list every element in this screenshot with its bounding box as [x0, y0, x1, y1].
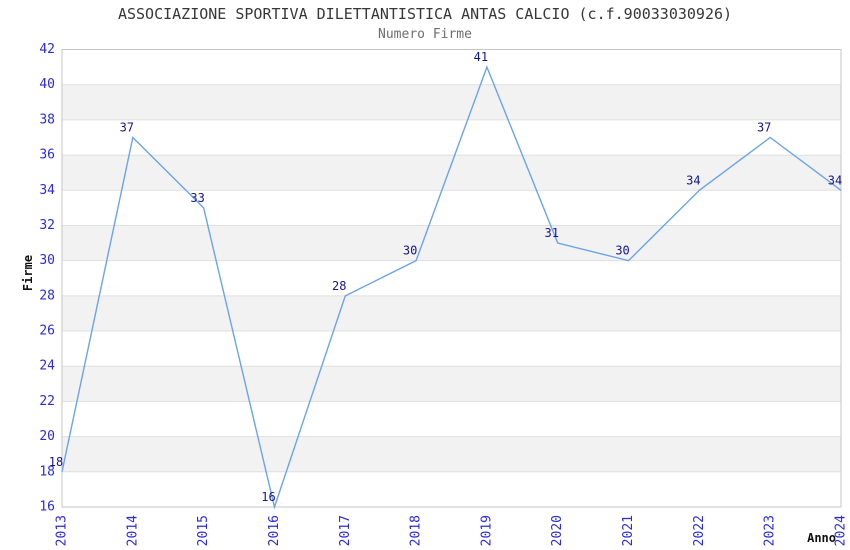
y-tick-label: 16	[39, 500, 55, 515]
point-label: 31	[545, 226, 559, 240]
x-tick-label: 2019	[479, 515, 494, 546]
y-tick-label: 36	[39, 148, 55, 163]
data-line	[61, 65, 842, 510]
x-tick-label: 2014	[125, 515, 140, 546]
zebra-band	[62, 225, 841, 261]
y-tick-label: 30	[39, 253, 55, 268]
x-tick-label: 2021	[621, 515, 636, 546]
chart-subtitle: Numero Firme	[378, 27, 472, 42]
point-label: 18	[49, 455, 63, 469]
y-tick-label: 42	[39, 42, 55, 57]
y-tick-label: 28	[39, 288, 55, 303]
y-tick-label: 32	[39, 218, 55, 233]
point-label: 28	[332, 279, 346, 293]
x-tick-label: 2022	[692, 515, 707, 546]
y-tick-label: 38	[39, 112, 55, 127]
point-label: 34	[686, 173, 700, 187]
point-label: 37	[757, 120, 771, 134]
x-tick-label: 2018	[409, 515, 424, 546]
x-axis-title: Anno	[807, 531, 836, 545]
y-tick-label: 18	[39, 464, 55, 479]
zebra-band	[62, 155, 841, 191]
y-tick-label: 40	[39, 77, 55, 92]
x-tick-label: 2017	[338, 515, 353, 546]
y-tick-label: 22	[39, 394, 55, 409]
y-tick-label: 24	[39, 359, 55, 374]
point-label: 33	[190, 191, 204, 205]
plot-border	[61, 49, 842, 508]
point-label: 30	[403, 244, 417, 258]
x-tick-label: 2015	[196, 515, 211, 546]
y-tick-label: 34	[39, 183, 55, 198]
point-label: 16	[261, 490, 275, 504]
x-tick-label: 2024	[834, 515, 849, 546]
zebra-band	[62, 295, 841, 332]
x-tick-label: 2020	[550, 515, 565, 546]
point-label: 34	[828, 173, 842, 187]
x-tick-label: 2023	[763, 515, 778, 546]
point-label: 41	[474, 50, 488, 64]
point-label: 30	[615, 244, 629, 258]
point-label: 37	[120, 120, 134, 134]
y-tick-label: 20	[39, 429, 55, 444]
x-tick-label: 2013	[55, 515, 70, 546]
chart-title: ASSOCIAZIONE SPORTIVA DILETTANTISTICA AN…	[117, 5, 733, 23]
zebra-band	[62, 366, 841, 402]
y-tick-label: 26	[39, 324, 55, 339]
x-tick-label: 2016	[267, 515, 282, 546]
zebra-band	[62, 436, 841, 472]
y-axis-title: Firme	[21, 254, 35, 292]
zebra-band	[62, 84, 841, 120]
